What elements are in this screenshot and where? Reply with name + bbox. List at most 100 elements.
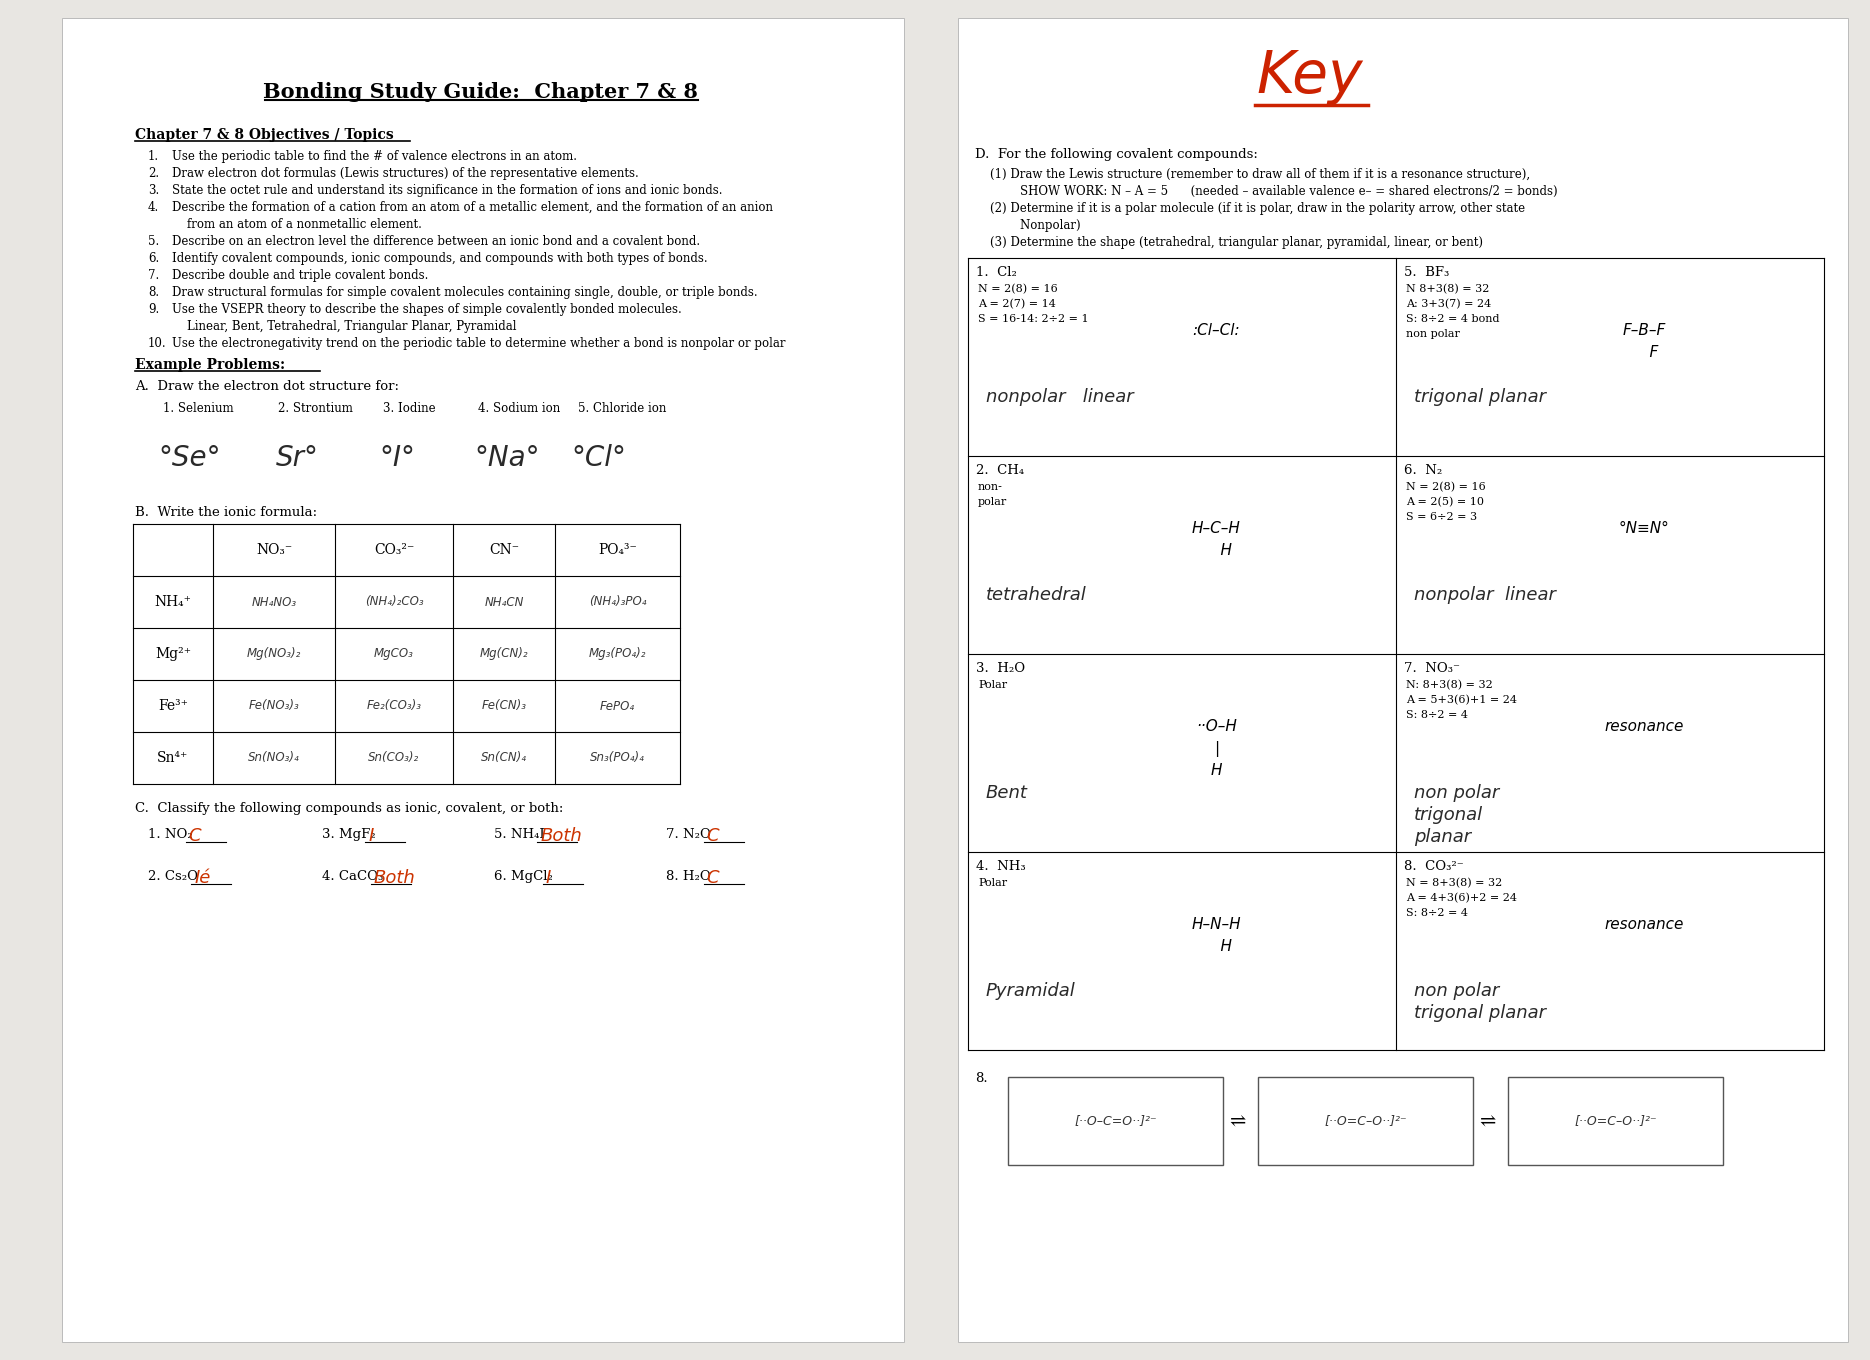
Text: 4. Sodium ion: 4. Sodium ion (479, 403, 561, 415)
Text: State the octet rule and understand its significance in the formation of ions an: State the octet rule and understand its … (172, 184, 722, 197)
Text: A = 2(5) = 10: A = 2(5) = 10 (1406, 496, 1485, 507)
Text: SHOW WORK: N – A = 5      (needed – available valence e– = shared electrons/2 = : SHOW WORK: N – A = 5 (needed – available… (989, 185, 1558, 199)
Text: Ié: Ié (194, 869, 211, 887)
Text: Draw structural formulas for simple covalent molecules containing single, double: Draw structural formulas for simple cova… (172, 286, 757, 299)
Text: 8.: 8. (974, 1072, 987, 1085)
Bar (62, 18, 903, 1342)
Text: Sn⁴⁺: Sn⁴⁺ (157, 751, 189, 764)
Text: Mg(CN)₂: Mg(CN)₂ (481, 647, 529, 661)
Text: A = 5+3(6)+1 = 24: A = 5+3(6)+1 = 24 (1406, 695, 1517, 706)
Text: Polar: Polar (978, 680, 1008, 690)
Text: 1.  Cl₂: 1. Cl₂ (976, 267, 1017, 279)
Text: Fe₂(CO₃)₃: Fe₂(CO₃)₃ (367, 699, 421, 713)
Text: Both: Both (540, 827, 582, 845)
Text: Nonpolar): Nonpolar) (989, 219, 1081, 233)
Bar (1008, 1077, 1223, 1166)
Text: S: 8÷2 = 4 bond: S: 8÷2 = 4 bond (1406, 314, 1500, 324)
Bar (957, 18, 1848, 1342)
Text: Linear, Bent, Tetrahedral, Triangular Planar, Pyramidal: Linear, Bent, Tetrahedral, Triangular Pl… (172, 320, 516, 333)
Text: 6.: 6. (148, 252, 159, 265)
Text: NO₃⁻: NO₃⁻ (256, 543, 292, 558)
Text: °Cl°: °Cl° (570, 443, 626, 472)
Text: 1. NO₂: 1. NO₂ (148, 828, 193, 840)
Text: Mg₃(PO₄)₂: Mg₃(PO₄)₂ (589, 647, 647, 661)
Text: Draw electron dot formulas (Lewis structures) of the representative elements.: Draw electron dot formulas (Lewis struct… (172, 167, 640, 180)
Text: 3.  H₂O: 3. H₂O (976, 662, 1025, 675)
Text: FePO₄: FePO₄ (600, 699, 636, 713)
Text: NH₄NO₃: NH₄NO₃ (251, 596, 297, 608)
Text: 1. Selenium: 1. Selenium (163, 403, 234, 415)
Text: 10.: 10. (148, 337, 166, 350)
Text: H: H (1201, 938, 1232, 953)
Text: 9.: 9. (148, 303, 159, 316)
Text: [··O–C=O··]²⁻: [··O–C=O··]²⁻ (1073, 1114, 1158, 1127)
Text: (3) Determine the shape (tetrahedral, triangular planar, pyramidal, linear, or b: (3) Determine the shape (tetrahedral, tr… (989, 237, 1483, 249)
Text: C: C (707, 827, 720, 845)
Text: N = 8+3(8) = 32: N = 8+3(8) = 32 (1406, 879, 1502, 888)
Text: F: F (1631, 345, 1659, 360)
Text: 2. Cs₂O: 2. Cs₂O (148, 870, 198, 883)
Text: Fe³⁺: Fe³⁺ (157, 699, 189, 713)
Text: 2.: 2. (148, 167, 159, 180)
Text: nonpolar   linear: nonpolar linear (985, 388, 1133, 407)
Text: trigonal planar: trigonal planar (1414, 388, 1546, 407)
Text: Example Problems:: Example Problems: (135, 358, 284, 373)
Text: °N≡N°: °N≡N° (1619, 521, 1670, 536)
Text: resonance: resonance (1604, 917, 1683, 932)
Text: tetrahedral: tetrahedral (985, 586, 1086, 604)
Text: (1) Draw the Lewis structure (remember to draw all of them if it is a resonance : (1) Draw the Lewis structure (remember t… (989, 169, 1530, 181)
Text: :Cl–Cl:: :Cl–Cl: (1193, 324, 1240, 339)
Text: Sn(CN)₄: Sn(CN)₄ (481, 752, 527, 764)
Text: Identify covalent compounds, ionic compounds, and compounds with both types of b: Identify covalent compounds, ionic compo… (172, 252, 707, 265)
Text: from an atom of a nonmetallic element.: from an atom of a nonmetallic element. (172, 218, 423, 231)
Text: 8.  CO₃²⁻: 8. CO₃²⁻ (1404, 860, 1464, 873)
Text: NH₄⁺: NH₄⁺ (155, 596, 191, 609)
Text: Describe the formation of a cation from an atom of a metallic element, and the f: Describe the formation of a cation from … (172, 201, 772, 214)
Text: 3. MgF₂: 3. MgF₂ (322, 828, 376, 840)
Text: polar: polar (978, 496, 1008, 507)
Text: non polar: non polar (1414, 982, 1500, 1000)
Text: A = 2(7) = 14: A = 2(7) = 14 (978, 299, 1057, 309)
Text: Chapter 7 & 8 Objectives / Topics: Chapter 7 & 8 Objectives / Topics (135, 128, 395, 141)
Text: Polar: Polar (978, 879, 1008, 888)
Text: S = 16-14: 2÷2 = 1: S = 16-14: 2÷2 = 1 (978, 314, 1088, 324)
Text: Bonding Study Guide:  Chapter 7 & 8: Bonding Study Guide: Chapter 7 & 8 (262, 82, 698, 102)
Text: ⇌: ⇌ (1479, 1112, 1496, 1130)
Text: Use the VSEPR theory to describe the shapes of simple covalently bonded molecule: Use the VSEPR theory to describe the sha… (172, 303, 683, 316)
Text: A: 3+3(7) = 24: A: 3+3(7) = 24 (1406, 299, 1490, 309)
Text: 2.  CH₄: 2. CH₄ (976, 464, 1025, 477)
Text: Sn(CO₃)₂: Sn(CO₃)₂ (368, 752, 419, 764)
Text: NH₄CN: NH₄CN (484, 596, 524, 608)
Text: 6. MgCl₂: 6. MgCl₂ (494, 870, 554, 883)
Text: 1.: 1. (148, 150, 159, 163)
Text: N 8+3(8) = 32: N 8+3(8) = 32 (1406, 284, 1489, 294)
Text: resonance: resonance (1604, 719, 1683, 734)
Text: Sn₃(PO₄)₄: Sn₃(PO₄)₄ (591, 752, 645, 764)
Text: non polar: non polar (1414, 783, 1500, 802)
Text: non-: non- (978, 481, 1002, 492)
Text: 5. Chloride ion: 5. Chloride ion (578, 403, 666, 415)
Text: Describe double and triple covalent bonds.: Describe double and triple covalent bond… (172, 269, 428, 282)
Text: (2) Determine if it is a polar molecule (if it is polar, draw in the polarity ar: (2) Determine if it is a polar molecule … (989, 203, 1526, 215)
Text: F–B–F: F–B–F (1623, 324, 1666, 339)
Text: 8.: 8. (148, 286, 159, 299)
Text: Fe(NO₃)₃: Fe(NO₃)₃ (249, 699, 299, 713)
Text: H: H (1210, 763, 1221, 778)
Text: ⇌: ⇌ (1230, 1112, 1245, 1130)
Text: Mg(NO₃)₂: Mg(NO₃)₂ (247, 647, 301, 661)
Text: Use the periodic table to find the # of valence electrons in an atom.: Use the periodic table to find the # of … (172, 150, 578, 163)
Text: |: | (1214, 741, 1219, 758)
Text: ··O–H: ··O–H (1195, 719, 1236, 734)
Text: Bent: Bent (985, 783, 1028, 802)
Text: °Se°: °Se° (157, 443, 221, 472)
Text: D.  For the following covalent compounds:: D. For the following covalent compounds: (974, 148, 1259, 160)
Text: Key: Key (1257, 48, 1363, 105)
Bar (1507, 1077, 1722, 1166)
Text: A.  Draw the electron dot structure for:: A. Draw the electron dot structure for: (135, 379, 398, 393)
Text: Sn(NO₃)₄: Sn(NO₃)₄ (249, 752, 299, 764)
Text: C: C (189, 827, 202, 845)
Text: (NH₄)₂CO₃: (NH₄)₂CO₃ (365, 596, 423, 608)
Text: 4.  NH₃: 4. NH₃ (976, 860, 1025, 873)
Text: 4.: 4. (148, 201, 159, 214)
Text: N = 2(8) = 16: N = 2(8) = 16 (978, 284, 1058, 294)
